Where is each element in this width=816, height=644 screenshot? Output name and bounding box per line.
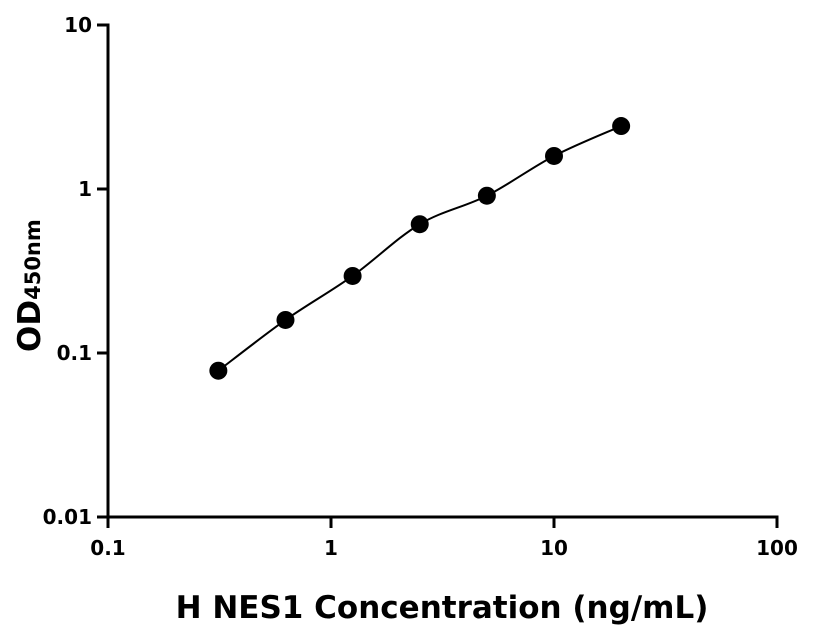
data-point	[410, 215, 429, 234]
x-axis-label: H NES1 Concentration (ng/mL)	[176, 590, 709, 626]
y-axis-label-sub: 450nm	[21, 219, 45, 300]
x-tick-label: 0.1	[90, 536, 125, 560]
data-point	[477, 186, 496, 205]
x-tick-label: 100	[756, 536, 798, 560]
fit-curve	[217, 125, 622, 372]
y-tick-label: 10	[64, 13, 92, 37]
x-tick-label: 1	[324, 536, 338, 560]
data-point	[276, 310, 295, 329]
y-tick-label: 0.1	[57, 341, 92, 365]
y-tick-label: 0.01	[43, 505, 92, 529]
y-axis-label-main: OD	[12, 300, 48, 352]
y-tick-label: 1	[78, 177, 92, 201]
y-axis-label: OD450nm	[12, 219, 48, 352]
data-point	[209, 361, 228, 380]
x-tick-label: 10	[540, 536, 568, 560]
data-points	[209, 117, 631, 380]
axes: 0.1 1 10 100 0.01 0.1 1 10	[43, 13, 798, 560]
data-point	[612, 117, 631, 136]
data-point	[343, 266, 362, 285]
data-point	[545, 146, 563, 165]
